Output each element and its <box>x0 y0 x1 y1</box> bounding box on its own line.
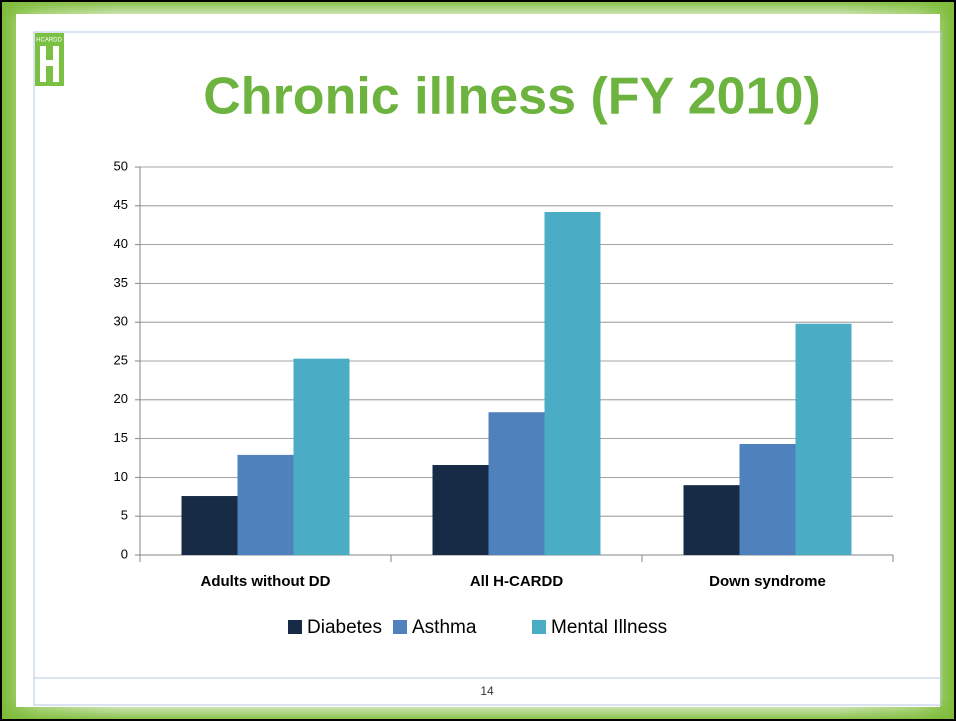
legend-swatch <box>532 620 546 634</box>
y-tick-label: 25 <box>114 352 128 367</box>
bar <box>683 485 740 555</box>
y-tick-label: 30 <box>114 314 128 329</box>
bar <box>237 454 294 555</box>
page-number: 14 <box>480 684 494 698</box>
content-frame <box>33 31 942 706</box>
y-tick-label: 5 <box>121 508 128 523</box>
y-tick-label: 40 <box>114 236 128 251</box>
y-tick-label: 35 <box>114 275 128 290</box>
x-tick-label: All H-CARDD <box>470 573 563 590</box>
y-tick-label: 15 <box>114 430 128 445</box>
y-tick-label: 50 <box>114 158 128 173</box>
bar <box>739 444 796 555</box>
y-tick-label: 45 <box>114 197 128 212</box>
x-tick-label: Adults without DD <box>201 573 331 590</box>
legend-swatch <box>393 620 407 634</box>
x-tick-label: Down syndrome <box>709 573 826 590</box>
bar <box>488 412 545 555</box>
legend-label: Diabetes <box>307 617 382 638</box>
chart-title: Chronic illness (FY 2010) <box>203 68 820 126</box>
legend-label: Asthma <box>412 617 477 638</box>
y-tick-label: 0 <box>121 546 128 561</box>
y-tick-label: 20 <box>114 391 128 406</box>
bar <box>181 496 238 555</box>
legend-swatch <box>288 620 302 634</box>
bar <box>293 358 350 555</box>
bar <box>432 464 489 555</box>
bar <box>795 323 852 555</box>
y-tick-label: 10 <box>114 469 128 484</box>
slide-body <box>16 14 940 707</box>
bar <box>544 212 601 555</box>
logo-text: HCARDD <box>36 38 62 44</box>
logo: HCARDD <box>35 33 64 86</box>
legend-label: Mental Illness <box>551 617 667 638</box>
